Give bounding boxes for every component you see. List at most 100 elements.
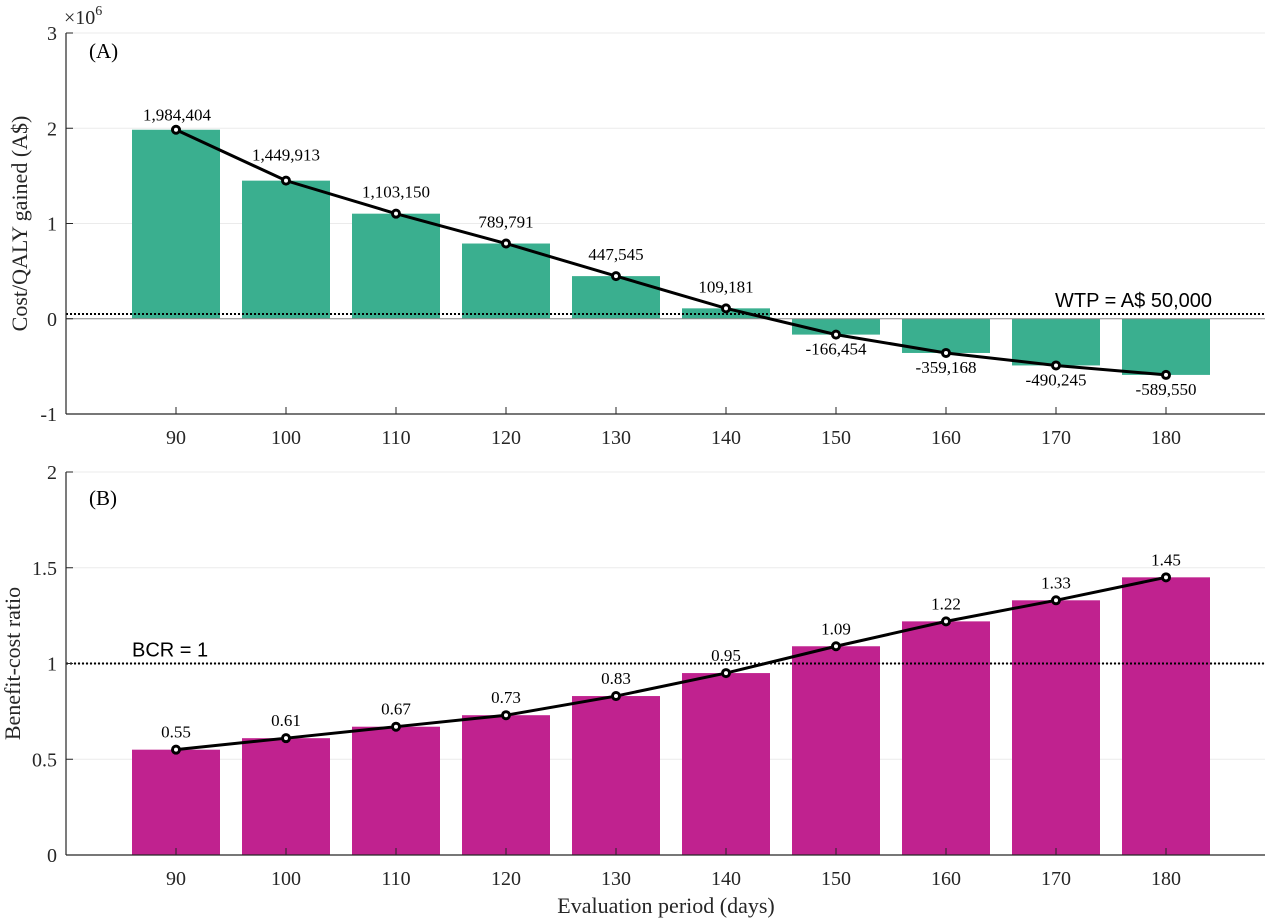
- y-tick-label: 0: [47, 845, 57, 867]
- bar: [572, 696, 660, 855]
- bar: [1012, 600, 1100, 855]
- bar: [352, 213, 440, 319]
- panel-a-x-tick-labels: 90 100 110 120 130 140 150 160 170 180: [166, 427, 1181, 449]
- data-label: 0.55: [161, 723, 191, 742]
- panel-b-x-tick-labels: 90 100 110 120 130 140 150 160 170 180: [166, 868, 1181, 890]
- y-tick-label: -1: [40, 404, 57, 426]
- data-point-center: [944, 350, 948, 355]
- x-tick-label: 110: [381, 427, 410, 449]
- data-point-center: [394, 211, 398, 216]
- data-point-center: [174, 127, 178, 132]
- panel-a-y-multiplier: ×106: [64, 4, 102, 29]
- x-tick-label: 180: [1151, 427, 1181, 449]
- panel-b-axes: [65, 471, 1265, 856]
- trend-line: [175, 575, 1167, 752]
- data-label: 447,545: [588, 245, 643, 264]
- bar: [572, 276, 660, 319]
- bar: [1122, 318, 1210, 375]
- x-tick-label: 110: [381, 868, 410, 890]
- data-point-center: [834, 332, 838, 337]
- data-label: 109,181: [698, 277, 753, 296]
- bar: [462, 715, 550, 855]
- trend-line: [175, 128, 1167, 377]
- x-tick-label: 130: [601, 427, 631, 449]
- x-tick-label: 120: [491, 427, 521, 449]
- x-tick-label: 180: [1151, 868, 1181, 890]
- data-point-center: [284, 736, 288, 741]
- panel-a-data-labels: 1,984,404 1,449,913 1,103,150 789,791 447,54…: [143, 106, 1196, 399]
- x-tick-label: 140: [711, 427, 741, 449]
- data-point-center: [614, 694, 618, 699]
- bar: [132, 129, 220, 319]
- data-label: 1.45: [1151, 550, 1181, 569]
- y-tick-label: 2: [47, 118, 57, 140]
- panel-b-y-tick-labels: 0 0.5 1 1.5 2: [32, 462, 57, 867]
- bar: [132, 749, 220, 855]
- data-label: 789,791: [478, 213, 533, 232]
- x-tick-label: 90: [166, 427, 186, 449]
- panel-b-trend-line: [171, 572, 1171, 755]
- data-point-center: [1054, 363, 1058, 368]
- data-label: 0.95: [711, 646, 741, 665]
- y-tick-label: 2: [47, 462, 57, 484]
- bar: [792, 646, 880, 855]
- data-point-center: [284, 178, 288, 183]
- data-label: 0.67: [381, 700, 411, 719]
- y-multiplier-exponent: 6: [95, 4, 102, 19]
- data-label: 1,103,150: [362, 183, 430, 202]
- panel-a-chart: 1,984,404 1,449,913 1,103,150 789,791 447,54…: [7, 4, 1265, 449]
- data-label: 0.61: [271, 711, 301, 730]
- bar: [902, 621, 990, 855]
- data-label: 1,984,404: [143, 106, 212, 125]
- data-label: 1.22: [931, 594, 961, 613]
- data-label: 0.83: [601, 669, 631, 688]
- x-tick-label: 120: [491, 868, 521, 890]
- x-tick-label: 150: [821, 868, 851, 890]
- y-tick-label: 1: [47, 654, 57, 676]
- data-point-center: [504, 241, 508, 246]
- y-tick-label: 0: [47, 309, 57, 331]
- panel-b-data-labels: 0.55 0.61 0.67 0.73 0.83 0.95 1.09 1.22 1.33 1.45: [161, 550, 1181, 741]
- x-axis-label: Evaluation period (days): [557, 893, 775, 918]
- panel-b-chart: 0.55 0.61 0.67 0.73 0.83 0.95 1.09 1.22 1.33 1.45…: [0, 462, 1265, 918]
- data-point-center: [1054, 598, 1058, 603]
- panel-a-axes: [65, 32, 1265, 415]
- data-label: -166,454: [806, 340, 867, 359]
- x-tick-label: 160: [931, 868, 961, 890]
- y-tick-label: 1: [47, 214, 57, 236]
- data-point-center: [504, 713, 508, 718]
- data-point-center: [1164, 372, 1168, 377]
- data-label: -490,245: [1026, 370, 1087, 389]
- panel-b-bars: [132, 577, 1210, 855]
- bar: [1122, 577, 1210, 855]
- x-tick-label: 170: [1041, 427, 1071, 449]
- panel-a-trend-line: [171, 124, 1171, 380]
- data-label: -359,168: [916, 358, 977, 377]
- data-point-center: [724, 671, 728, 676]
- x-tick-label: 140: [711, 868, 741, 890]
- panel-a-y-axis-label: Cost/QALY gained (A$): [7, 116, 32, 332]
- data-label: 1.09: [821, 619, 851, 638]
- data-label: -589,550: [1136, 380, 1197, 399]
- data-point-center: [834, 644, 838, 649]
- data-point-center: [944, 619, 948, 624]
- data-point-center: [1164, 575, 1168, 580]
- bar: [1012, 318, 1100, 366]
- y-tick-label: 1.5: [32, 558, 57, 580]
- bar: [242, 180, 330, 319]
- data-point-center: [724, 306, 728, 311]
- data-point-center: [174, 747, 178, 752]
- y-tick-label: 0.5: [32, 749, 57, 771]
- bar: [462, 243, 550, 319]
- panel-a-bars: [132, 129, 1210, 375]
- bar: [242, 738, 330, 855]
- panel-a-label: (A): [89, 39, 118, 63]
- bcr-reference-label: BCR = 1: [132, 640, 208, 662]
- wtp-reference-label: WTP = A$ 50,000: [1055, 290, 1212, 312]
- y-tick-label: 3: [47, 23, 57, 45]
- bar: [352, 726, 440, 855]
- data-point-center: [394, 724, 398, 729]
- data-label: 0.73: [491, 688, 521, 707]
- data-label: 1,449,913: [252, 146, 320, 165]
